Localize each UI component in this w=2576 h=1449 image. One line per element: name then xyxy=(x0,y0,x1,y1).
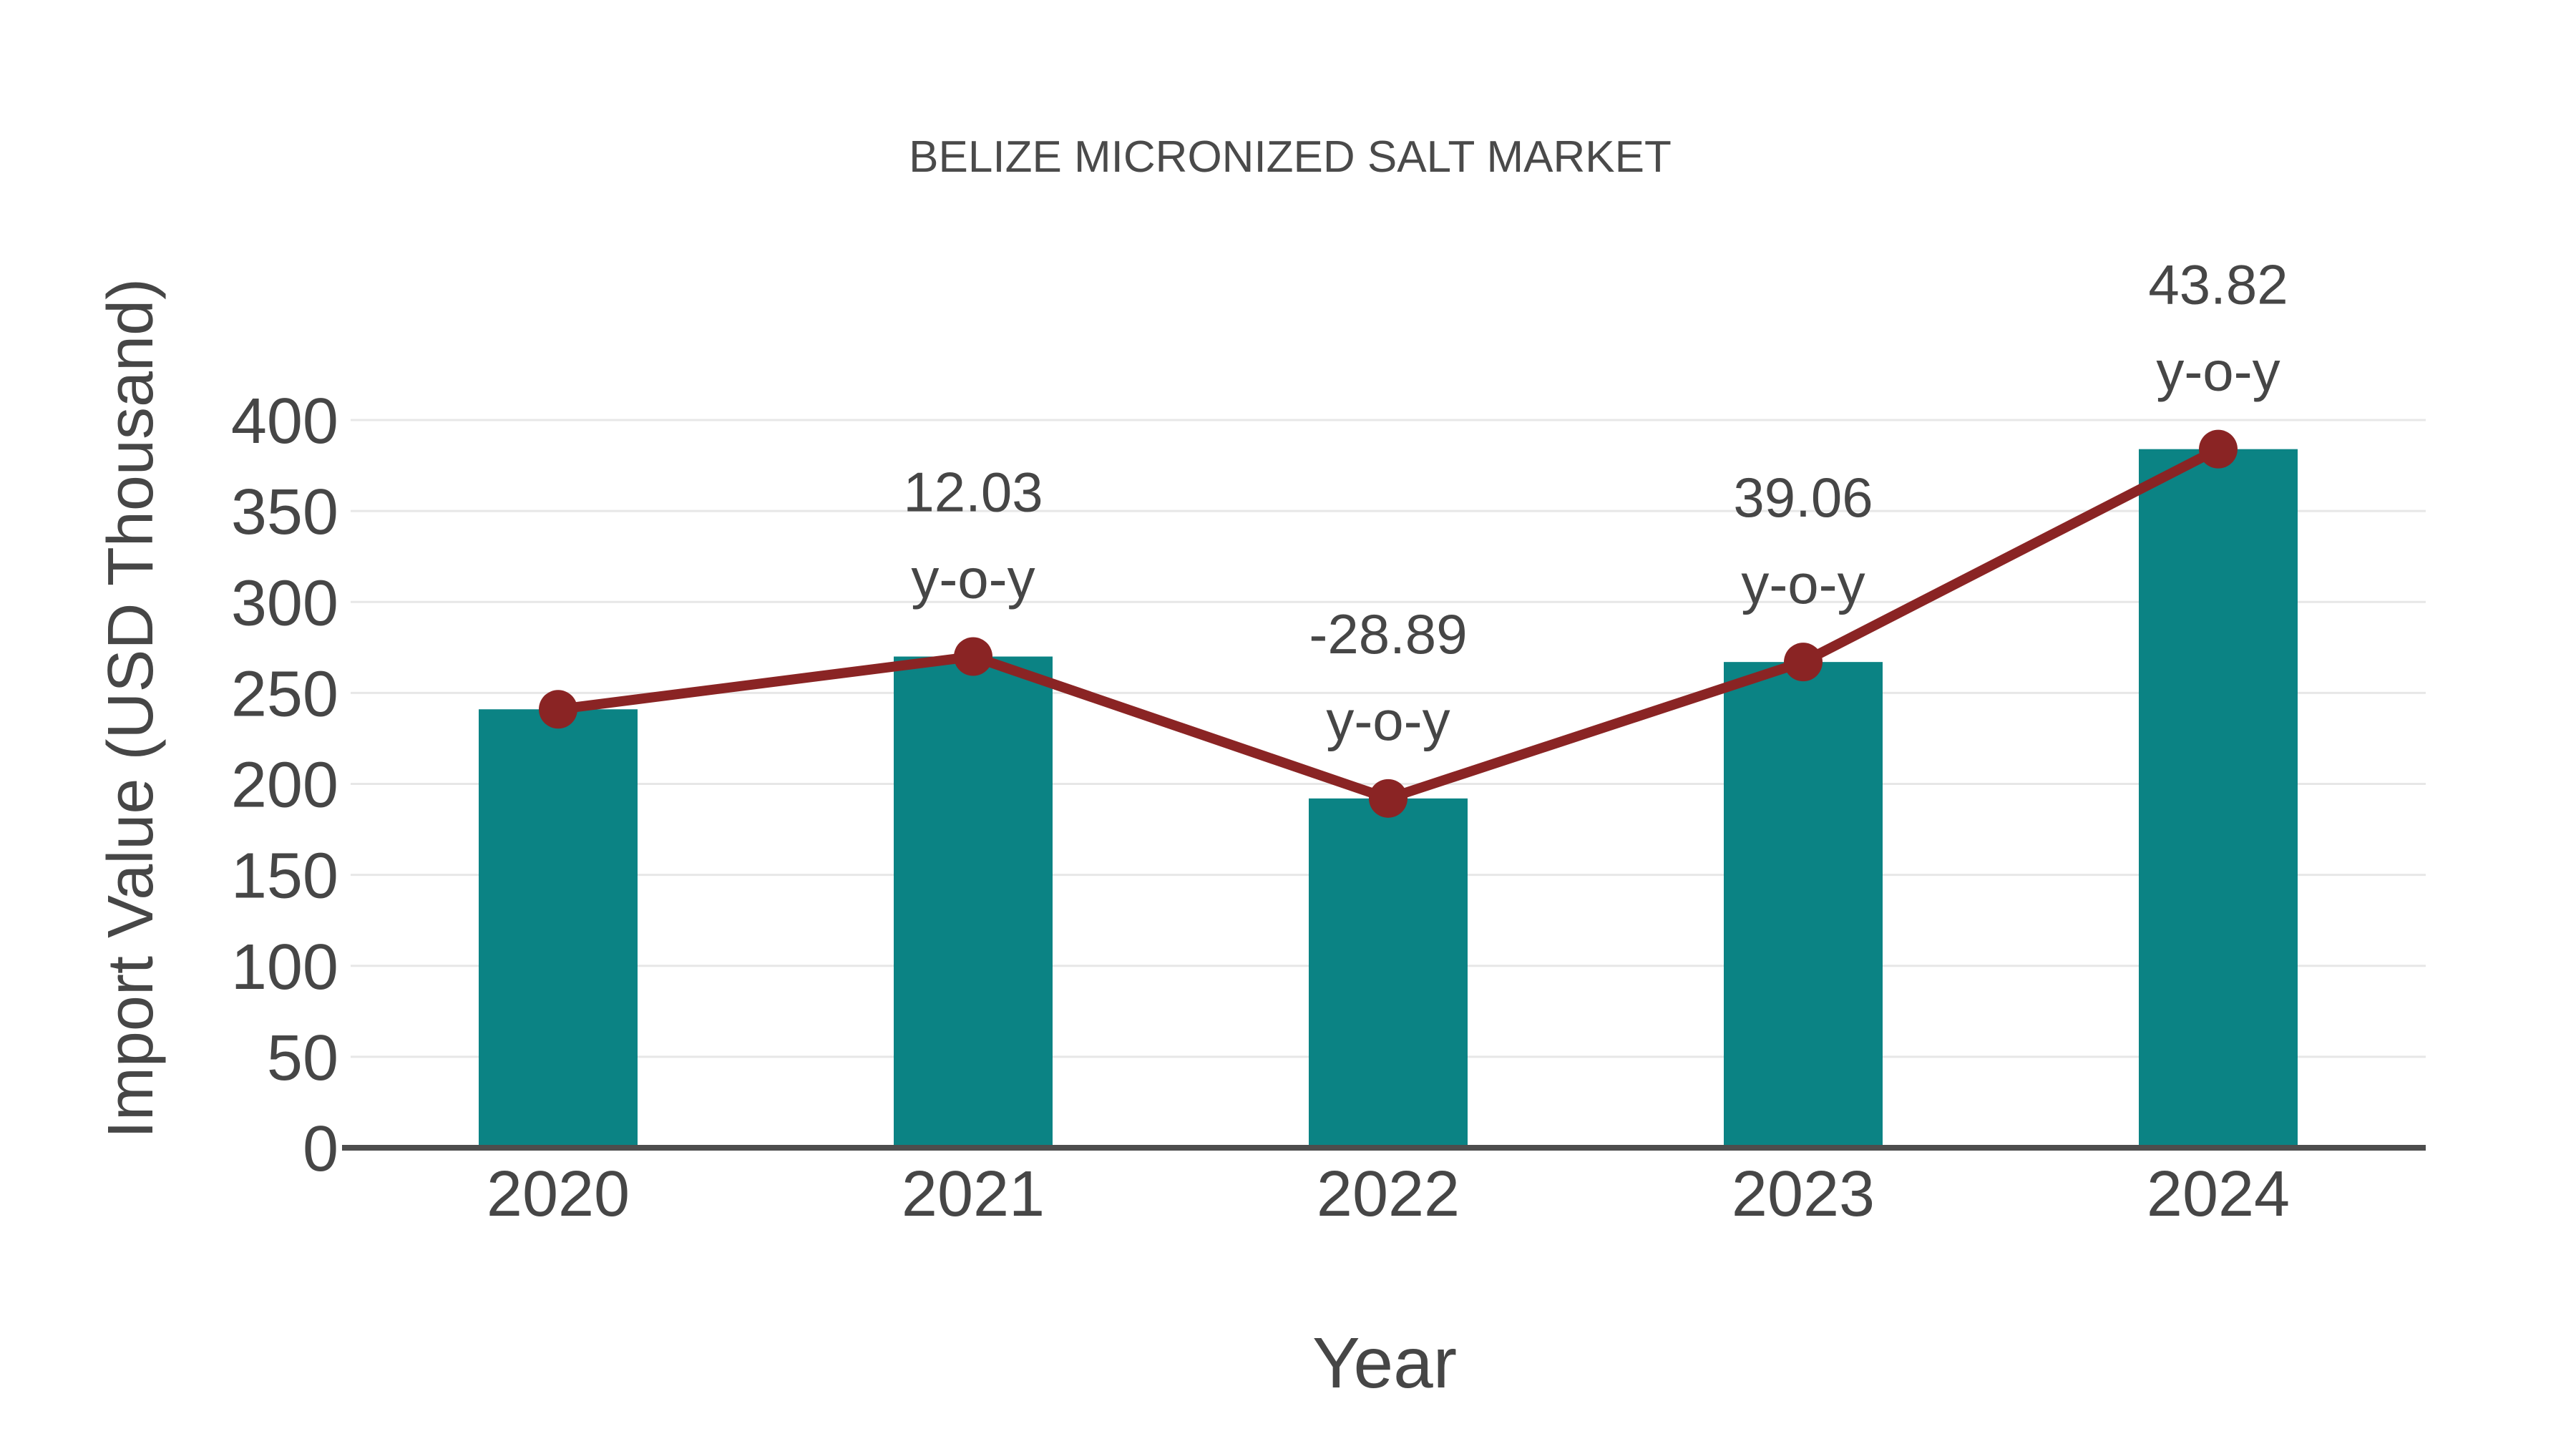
bar-2024 xyxy=(2139,449,2298,1148)
annotation-unit-2021: y-o-y xyxy=(911,547,1035,610)
y-tick-label-350: 350 xyxy=(231,477,338,548)
x-tick-label-2023: 2023 xyxy=(1732,1158,1875,1230)
y-tick-label-250: 250 xyxy=(231,658,338,730)
bar-2022 xyxy=(1309,798,1468,1148)
annotation-unit-2022: y-o-y xyxy=(1326,689,1450,752)
bar-2020 xyxy=(479,709,638,1148)
annotation-value-2021: 12.03 xyxy=(903,461,1043,524)
annotation-unit-2023: y-o-y xyxy=(1741,552,1865,615)
x-tick-label-2022: 2022 xyxy=(1317,1158,1460,1230)
y-tick-label-50: 50 xyxy=(267,1023,338,1094)
annotation-unit-2024: y-o-y xyxy=(2156,340,2280,403)
y-tick-label-400: 400 xyxy=(231,386,338,457)
y-tick-label-300: 300 xyxy=(231,567,338,639)
chart-layer: 0 50 100 150 200 250 300 350 400 2020 2021 2022 2023… xyxy=(231,253,2426,1230)
x-tick-label-2021: 2021 xyxy=(902,1158,1045,1230)
y-tick-label-100: 100 xyxy=(231,932,338,1003)
y-axis-title: Import Value (USD Thousand) xyxy=(95,278,167,1138)
trend-marker-2022 xyxy=(1369,779,1407,818)
x-tick-label-2024: 2024 xyxy=(2147,1158,2290,1230)
y-tick-label-200: 200 xyxy=(231,750,338,821)
x-tick-label-2020: 2020 xyxy=(487,1158,630,1230)
trend-marker-2021 xyxy=(954,637,992,676)
y-tick-label-0: 0 xyxy=(303,1113,338,1185)
annotation-value-2024: 43.82 xyxy=(2148,253,2288,316)
chart-title: BELIZE MICRONIZED SALT MARKET xyxy=(909,132,1672,182)
bar-2023 xyxy=(1724,662,1883,1148)
y-tick-label-150: 150 xyxy=(231,841,338,912)
annotation-value-2022: -28.89 xyxy=(1309,602,1467,665)
trend-marker-2024 xyxy=(2199,429,2238,469)
trend-marker-2023 xyxy=(1784,643,1823,682)
bar-2021 xyxy=(894,656,1053,1148)
annotation-value-2023: 39.06 xyxy=(1733,466,1873,529)
trend-marker-2020 xyxy=(539,690,577,729)
x-axis-title: Year xyxy=(1312,1323,1457,1403)
